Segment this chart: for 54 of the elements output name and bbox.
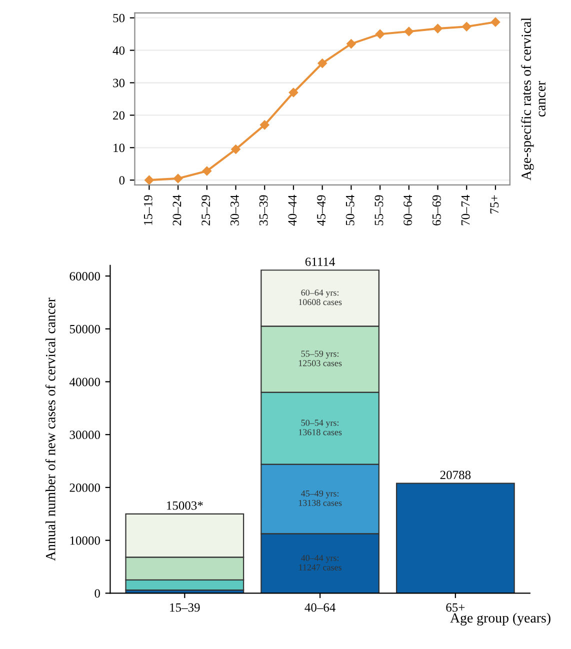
y-tick-label: 10: [114, 144, 125, 152]
y-tick-label: 30: [113, 78, 125, 88]
point: [404, 26, 414, 36]
point: [490, 17, 500, 27]
data-label: 50–54 yrs: 13618 cases: [298, 420, 342, 436]
y-tick-label: 40: [112, 46, 125, 55]
x-tick-label: 65–69: [432, 195, 441, 226]
x-tick-label: 15–19: [144, 195, 152, 225]
data-label: 55–59 yrs: 12503 cases: [298, 350, 342, 366]
point: [173, 174, 183, 184]
x-tick-label: 70–74: [461, 194, 470, 226]
point: [318, 58, 327, 68]
x-tick-label: 60–64: [404, 194, 412, 226]
data-label: 40–44 yrs: 11247 cases: [299, 554, 342, 570]
point: [260, 120, 270, 130]
data-label: 45–49 yrs: 13138 cases: [298, 490, 342, 506]
x-tick-label: 40–44: [288, 194, 297, 226]
y-tick-label: 30000: [70, 430, 100, 440]
x-tick-label: 50–54: [346, 194, 354, 226]
x-tick-label: 55–59: [374, 195, 384, 226]
point: [288, 88, 298, 98]
total-label: 20788: [440, 470, 471, 480]
point: [433, 24, 442, 34]
x-tick-label: 30–34: [230, 194, 239, 226]
total-label: 15003*: [167, 501, 203, 510]
y-tick-label: 60000: [70, 272, 100, 280]
y-tick-label: 20000: [70, 483, 100, 492]
x-tick-label: 75+: [490, 195, 499, 214]
bar: [396, 482, 515, 594]
y-tick-label: 10000: [70, 536, 100, 545]
y-tick-label: 40000: [69, 378, 100, 386]
x-tick-label: 35–39: [259, 195, 268, 226]
y-axis-title: Annual number of new cases of cervical cancer: [45, 298, 56, 561]
point: [346, 39, 356, 48]
point: [231, 144, 240, 154]
y-tick-label: 50000: [70, 324, 100, 334]
x-tick-label: 15–39: [170, 603, 200, 612]
point: [375, 29, 385, 39]
y-tick-label: 20: [113, 111, 125, 120]
x-tick-label: 65+: [446, 603, 465, 612]
x-tick-label: 40–64: [304, 603, 336, 612]
x-axis-title: Age group (years): [450, 612, 550, 626]
data-label: 60–64 yrs: 10608 cases: [298, 290, 342, 306]
total-label: 61114: [305, 258, 336, 266]
point: [202, 166, 212, 176]
point: [144, 175, 154, 185]
y-tick-label: 0: [94, 589, 100, 598]
y-axis-title: Age-specific rates of cervical cancer: [521, 18, 546, 180]
x-tick-label: 25–29: [202, 195, 210, 226]
x-tick-label: 20–24: [172, 194, 182, 226]
y-tick-label: 50: [113, 14, 125, 22]
point: [462, 22, 472, 32]
y-tick-label: 0: [119, 176, 125, 185]
x-tick-label: 45–49: [317, 195, 326, 226]
